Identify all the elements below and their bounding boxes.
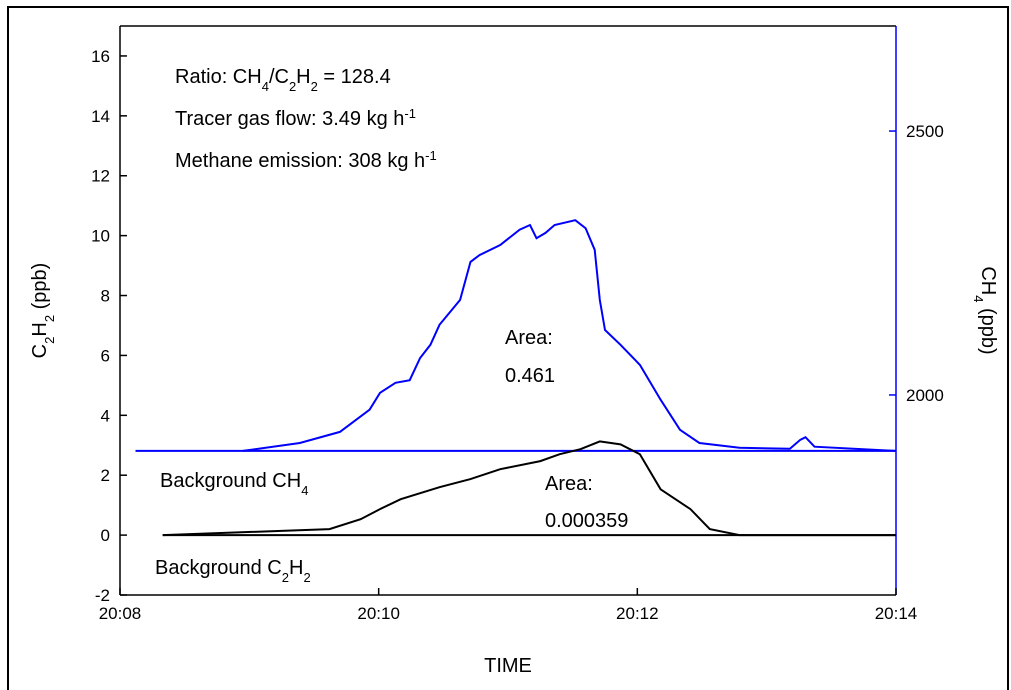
x-tick-label: 20:14	[875, 604, 918, 623]
text-part: Background C	[155, 557, 282, 579]
text-part: Area:	[545, 473, 593, 495]
y-tick-label: 8	[101, 287, 110, 306]
y-tick-label: 2	[101, 466, 110, 485]
text-part: H	[29, 322, 51, 336]
text-part: 2	[311, 79, 318, 94]
y2-axis-label: CH4 (ppb)	[972, 266, 1000, 354]
annotation: Ratio: CH4/C2H2 = 128.4	[175, 66, 391, 94]
text-part: 0.000359	[545, 510, 628, 532]
y-tick-label: 14	[91, 107, 110, 126]
x-tick-label: 20:08	[99, 604, 142, 623]
text-part: TIME	[484, 655, 532, 677]
text-part: (ppb)	[977, 302, 999, 354]
frame	[7, 6, 1009, 690]
text-part: Ratio: CH	[175, 66, 262, 88]
text-part: = 128.4	[318, 66, 391, 88]
annotation: Area:	[545, 473, 593, 495]
series-line	[242, 219, 897, 452]
text-part: 4	[972, 295, 987, 302]
text-part: 4	[262, 79, 269, 94]
y-tick-label: -2	[95, 586, 110, 605]
text-part: 2	[42, 315, 57, 322]
text-part: 0.461	[505, 365, 555, 387]
text-part: -1	[404, 106, 416, 121]
x-tick-label: 20:10	[357, 604, 400, 623]
y-tick-label: 12	[91, 167, 110, 186]
y-tick-label: 0	[101, 526, 110, 545]
y-axis-label: C2H2 (ppb)	[29, 263, 57, 359]
text-part: Tracer gas flow: 3.49 kg h	[175, 108, 404, 130]
x-tick-label: 20:12	[616, 604, 659, 623]
text-part: Area:	[505, 327, 553, 349]
text-part: H	[296, 66, 310, 88]
y2-tick-label: 2000	[906, 386, 944, 405]
y2-tick-label: 2500	[906, 122, 944, 141]
text-part: (ppb)	[29, 263, 51, 315]
text-part: CH	[977, 266, 999, 295]
y-tick-label: 4	[101, 406, 110, 425]
text-part: /C	[269, 66, 289, 88]
annotation: Area:	[505, 327, 553, 349]
y-tick-label: 10	[91, 227, 110, 246]
text-part: 2	[282, 570, 289, 585]
x-axis-label: TIME	[484, 655, 532, 677]
annotation: Background CH4	[160, 470, 308, 498]
series-line	[162, 440, 896, 537]
text-part: 2	[303, 570, 310, 585]
text-part: -1	[425, 148, 437, 163]
text-part: C	[29, 344, 51, 358]
y-tick-label: 6	[101, 346, 110, 365]
text-part: H	[289, 557, 303, 579]
text-part: Background CH	[160, 470, 301, 492]
text-part: 4	[301, 483, 308, 498]
y-tick-label: 16	[91, 47, 110, 66]
text-part: 2	[289, 79, 296, 94]
annotation: 0.461	[505, 365, 555, 387]
text-part: Methane emission: 308 kg h	[175, 150, 425, 172]
annotation: Tracer gas flow: 3.49 kg h-1	[175, 106, 416, 131]
annotation: 0.000359	[545, 510, 628, 532]
annotation: Methane emission: 308 kg h-1	[175, 148, 437, 173]
annotation: Background C2H2	[155, 557, 311, 585]
text-part: 2	[42, 337, 57, 344]
